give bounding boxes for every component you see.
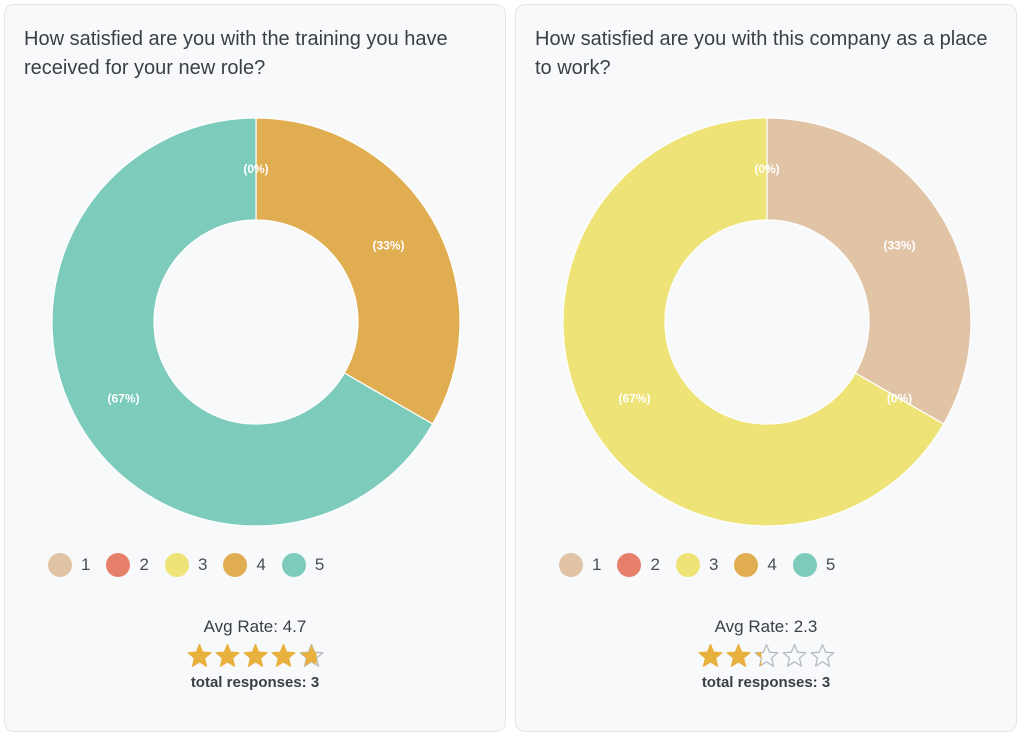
star-icon [243, 643, 267, 667]
star-rating [516, 643, 1016, 668]
donut-chart: (33%) (67%) (0%) [51, 117, 461, 527]
legend-swatch-1 [48, 553, 72, 577]
legend-swatch-5 [281, 553, 306, 577]
chart-legend: 1 2 3 4 5 [559, 553, 851, 577]
question-title: How satisfied are you with the training … [24, 28, 448, 79]
slice-label-3: (67%) [618, 392, 650, 406]
legend-label-3: 3 [708, 555, 719, 574]
slice-label-4: (33%) [372, 239, 404, 253]
donut-slice-5[interactable] [51, 117, 434, 527]
legend-swatch-4 [734, 553, 759, 577]
slice-label-zero: (0%) [754, 162, 779, 176]
legend-swatch-2 [617, 553, 642, 577]
legend-swatch-5 [792, 553, 817, 577]
slice-label-1: (33%) [883, 239, 915, 253]
legend-item-5[interactable]: 5 [281, 553, 325, 577]
legend-swatch-3 [164, 553, 189, 577]
star-icon [698, 643, 722, 667]
star-icon [215, 643, 239, 667]
legend-swatch-4 [223, 553, 248, 577]
legend-item-4[interactable]: 4 [734, 553, 777, 577]
star-icon [782, 643, 806, 667]
slice-label-zero: (0%) [243, 162, 268, 176]
legend-label-5: 5 [825, 555, 836, 574]
legend-item-1[interactable]: 1 [559, 553, 601, 577]
donut-chart: (33%) (67%) (0%) (0%) [562, 117, 972, 527]
star-icon [726, 643, 750, 667]
legend-item-3[interactable]: 3 [164, 553, 208, 577]
chart-legend: 1 2 3 4 5 [48, 553, 340, 577]
slice-label-5: (67%) [107, 392, 139, 406]
legend-label-4: 4 [767, 555, 777, 574]
star-icon [754, 643, 778, 667]
legend-label-2: 2 [139, 555, 149, 574]
avg-rate: Avg Rate: 2.3 [714, 617, 818, 636]
legend-swatch-1 [559, 553, 583, 577]
donut-slice-4[interactable] [255, 117, 461, 425]
legend-item-1[interactable]: 1 [48, 553, 90, 577]
survey-card-company: How satisfied are you with this company … [515, 4, 1017, 732]
legend-swatch-2 [106, 553, 131, 577]
legend-label-2: 2 [650, 555, 660, 574]
slice-label-zero: (0%) [887, 392, 912, 406]
legend-label-4: 4 [256, 555, 266, 574]
star-icon [271, 643, 295, 667]
star-icon [810, 643, 834, 667]
question-title: How satisfied are you with this company … [535, 28, 988, 79]
legend-label-1: 1 [592, 555, 602, 574]
star-icon [299, 643, 323, 667]
legend-label-5: 5 [314, 555, 325, 574]
legend-item-3[interactable]: 3 [675, 553, 719, 577]
donut-slice-1[interactable] [766, 117, 972, 425]
legend-label-3: 3 [197, 555, 208, 574]
avg-rate: Avg Rate: 4.7 [203, 617, 307, 636]
legend-item-5[interactable]: 5 [792, 553, 836, 577]
total-responses: total responses: 3 [701, 674, 831, 691]
legend-item-2[interactable]: 2 [106, 553, 149, 577]
legend-swatch-3 [675, 553, 700, 577]
legend-label-1: 1 [81, 555, 91, 574]
donut-slice-3[interactable] [562, 117, 945, 527]
survey-card-training: How satisfied are you with the training … [4, 4, 506, 732]
star-icon [187, 643, 211, 667]
legend-item-4[interactable]: 4 [223, 553, 266, 577]
total-responses: total responses: 3 [190, 674, 320, 691]
star-rating [5, 643, 505, 668]
legend-item-2[interactable]: 2 [617, 553, 660, 577]
